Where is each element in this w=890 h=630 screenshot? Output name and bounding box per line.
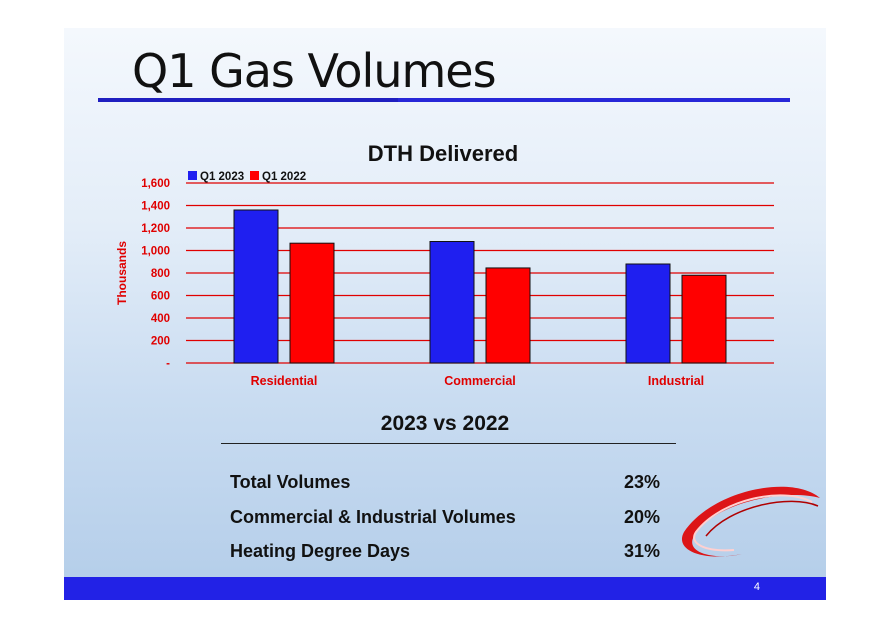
dth-delivered-chart: DTH Delivered - 200 400 600 800 1,000 1,200 1,40… <box>115 141 774 388</box>
y-tick-label: 1,400 <box>141 201 170 213</box>
stat-row-ci-volumes: Commercial & Industrial Volumes 20% <box>230 507 660 533</box>
y-tick-label: 600 <box>151 291 170 303</box>
bar-residential-0 <box>233 209 279 364</box>
legend-label: Q1 2022 <box>262 171 306 183</box>
slide-title: Q1 Gas Volumes <box>132 44 497 98</box>
stat-label: Total Volumes <box>230 472 351 492</box>
stat-value: 23% <box>623 472 660 492</box>
x-tick-label: Residential <box>251 374 318 388</box>
y-tick-label: 1,000 <box>141 246 170 258</box>
legend-swatch <box>250 171 259 180</box>
legend-label: Q1 2023 <box>200 171 244 183</box>
y-tick-label: 400 <box>151 313 170 325</box>
bar-commercial-0 <box>429 241 475 364</box>
y-tick-label: - <box>166 358 170 370</box>
stat-row-heating-degree-days: Heating Degree Days 31% <box>230 541 660 567</box>
stat-value: 31% <box>623 541 660 561</box>
legend-swatch <box>188 171 197 180</box>
bar-industrial-1 <box>681 274 727 364</box>
comparison-divider <box>221 443 676 444</box>
comparison-heading: 2023 vs 2022 <box>380 412 510 435</box>
title-underline <box>98 98 790 102</box>
footer-bar: 4 <box>64 577 826 600</box>
x-tick-label: Commercial <box>444 374 516 388</box>
y-tick-label: 200 <box>151 336 170 348</box>
company-logo-swoosh <box>681 486 820 557</box>
y-axis-label: Thousands <box>115 241 129 305</box>
bar-industrial-0 <box>625 263 671 364</box>
chart-title: DTH Delivered <box>368 141 518 166</box>
bar-residential-1 <box>289 242 335 364</box>
stat-value: 20% <box>623 507 660 527</box>
bar-commercial-1 <box>485 267 531 364</box>
y-tick-label: 800 <box>151 268 170 280</box>
stat-row-total-volumes: Total Volumes 23% <box>230 472 660 498</box>
x-tick-label: Industrial <box>648 374 704 388</box>
page-number: 4 <box>753 581 760 593</box>
y-tick-label: 1,600 <box>141 178 170 190</box>
stat-label: Heating Degree Days <box>230 541 411 561</box>
y-tick-label: 1,200 <box>141 223 170 235</box>
stat-label: Commercial & Industrial Volumes <box>230 507 516 527</box>
slide: Q1 Gas Volumes DTH Delivered - 200 400 600 80… <box>64 28 826 600</box>
